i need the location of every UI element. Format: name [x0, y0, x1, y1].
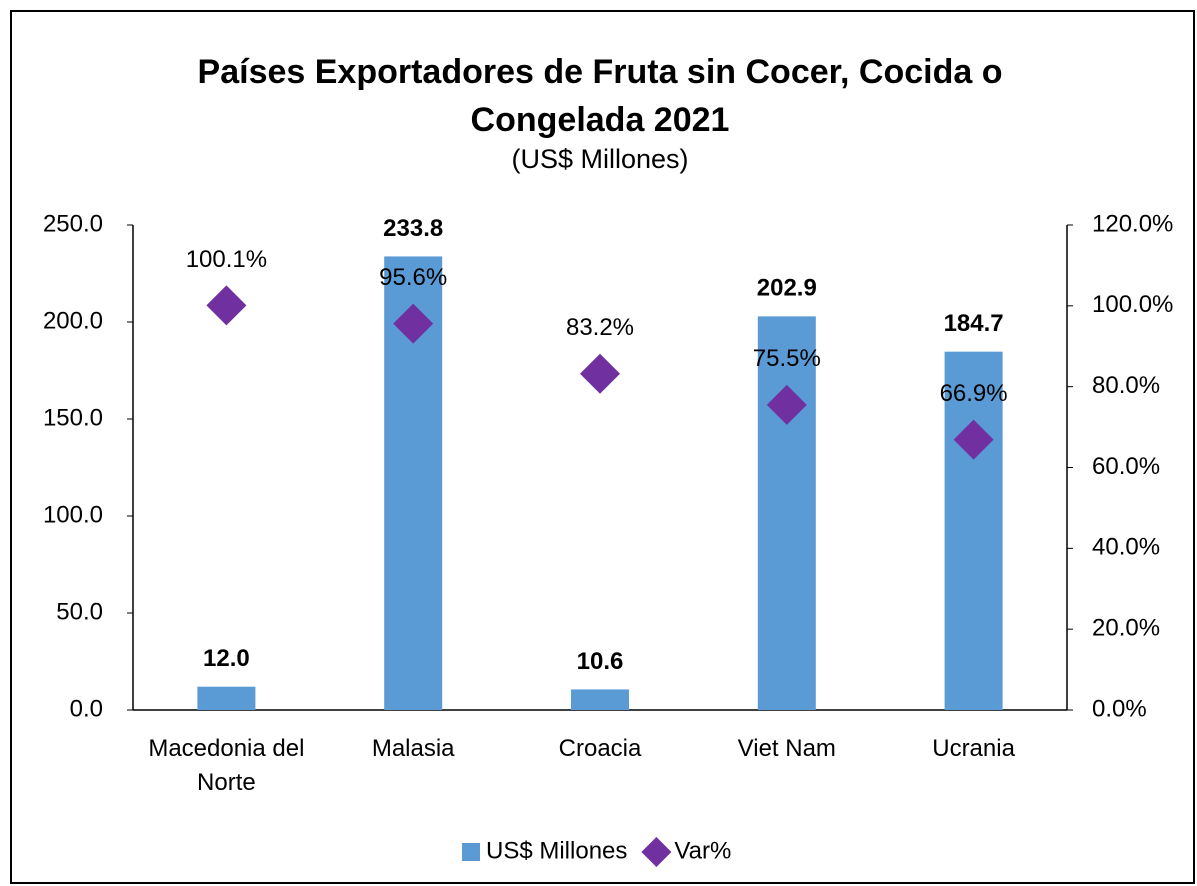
x-tick-label: Malasia [371, 735, 455, 762]
chart-frame [10, 10, 1195, 884]
y2-tick-label: 100.0% [1092, 291, 1173, 318]
marker-value-label: 95.6% [379, 264, 447, 291]
diamond-marker [206, 285, 247, 326]
y2-tick-label: 0.0% [1092, 695, 1147, 722]
x-tick-label: Macedonia del Norte [148, 735, 305, 796]
chart-title: Países Exportadores de Fruta sin Cocer, … [197, 53, 1003, 139]
y-tick-label: 200.0 [43, 307, 103, 334]
y2-tick-label: 120.0% [1092, 210, 1173, 237]
chart-subtitle: (US$ Millones) [511, 144, 689, 174]
y2-tick-label: 60.0% [1092, 453, 1160, 480]
diamond-marker [393, 303, 434, 344]
legend-label: Var% [674, 837, 731, 864]
legend-swatch [462, 843, 480, 861]
diamond-marker [580, 353, 620, 394]
bar-value-label: 12.0 [203, 645, 250, 672]
bar [757, 316, 816, 710]
marker-value-label: 100.1% [186, 246, 267, 273]
x-tick-label: Viet Nam [737, 735, 836, 762]
y-tick-label: 100.0 [43, 501, 103, 528]
bar [197, 686, 256, 710]
y2-tick-label: 20.0% [1092, 615, 1160, 642]
bar-value-label: 184.7 [944, 310, 1004, 337]
y-tick-label: 150.0 [43, 404, 103, 431]
y-tick-label: 250.0 [43, 210, 103, 237]
legend-swatch [641, 837, 672, 867]
legend-label: US$ Millones [486, 837, 627, 864]
diamond-marker [766, 384, 807, 425]
y2-tick-label: 40.0% [1092, 534, 1160, 561]
marker-value-label: 75.5% [753, 345, 821, 372]
marker-value-label: 83.2% [566, 314, 634, 341]
x-tick-label: Ucrania [932, 735, 1015, 762]
x-tick-label: Croacia [558, 735, 642, 762]
bar-value-label: 233.8 [383, 215, 443, 242]
y2-tick-label: 80.0% [1092, 372, 1160, 399]
marker-value-label: 66.9% [940, 380, 1008, 407]
bar-value-label: 202.9 [757, 275, 817, 302]
diamond-marker [953, 419, 994, 460]
bar-value-label: 10.6 [577, 648, 624, 675]
bar [944, 351, 1003, 710]
bar [571, 689, 629, 710]
y-tick-label: 0.0 [70, 695, 103, 722]
y-tick-label: 50.0 [56, 598, 103, 625]
